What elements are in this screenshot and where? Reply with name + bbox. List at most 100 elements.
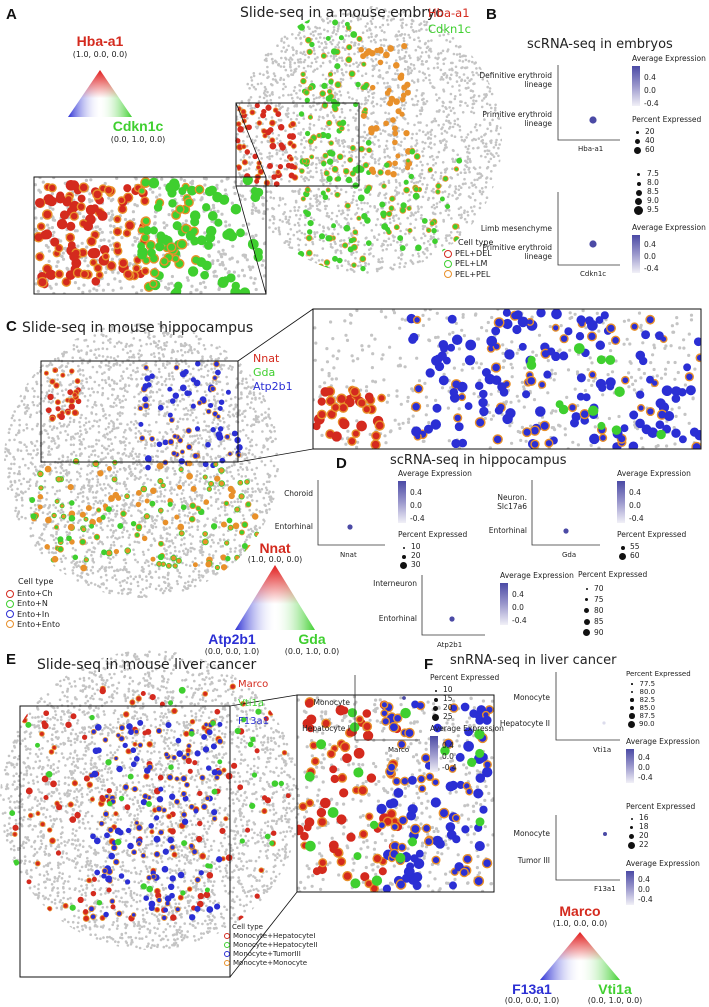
tri-f-left-name: F13a1 xyxy=(512,981,552,997)
panel-c-title: Slide-seq in mouse hippocampus xyxy=(22,320,254,336)
b2-row-1: Limb mesenchyme xyxy=(480,224,552,233)
d3-pct-2: 75 xyxy=(594,595,604,604)
b1-colorbar xyxy=(632,66,640,106)
d2-colorbar xyxy=(617,481,625,523)
f2-colorbar xyxy=(626,749,634,783)
embryo-tissue-map xyxy=(34,6,502,294)
legend-ring-icon xyxy=(224,960,230,967)
b1-gene: Hba-a1 xyxy=(578,145,604,153)
size-dot-icon xyxy=(635,189,642,196)
f1-row-2: Hepatocyte I xyxy=(302,724,350,733)
d3-avg-ticks: 0.4 0.0 -0.4 xyxy=(512,588,527,627)
size-dot-icon xyxy=(634,147,641,154)
f3-gene: F13a1 xyxy=(594,885,616,893)
f1-gene: Marco xyxy=(388,746,410,754)
panel-b-title: scRNA-seq in embryos xyxy=(527,37,673,52)
legend-ring-icon xyxy=(224,942,230,949)
legend-a-item-2: PEL+LM xyxy=(455,259,488,269)
legend-e-item-1: Monocyte+HepatocyteI xyxy=(233,932,316,941)
panel-a-gene-1: Hba-a1 xyxy=(428,6,470,20)
dot-vti1a-hepatocyte xyxy=(602,721,606,725)
d3-tick-1: 0.4 xyxy=(512,590,524,599)
f1-pct-title: Percent Expressed xyxy=(430,673,500,682)
size-dot-icon xyxy=(628,842,635,849)
d3-tick-3: -0.4 xyxy=(512,616,527,625)
panel-c-gene-2: Gda xyxy=(253,366,276,379)
f2-avg-ticks: 0.4 0.0 -0.4 xyxy=(638,753,653,783)
d2-row-2: Entorhinal xyxy=(488,526,527,535)
b2-pct-4: 9.0 xyxy=(647,196,659,206)
d1-pct-3: 30 xyxy=(411,560,421,570)
d2-row-1: Neuron. Slc17a6 xyxy=(467,493,527,511)
b2-pct-1: 7.5 xyxy=(647,169,659,179)
f3-avg-title: Average Expression xyxy=(626,859,700,868)
f1-tick-2: 0.0 xyxy=(442,752,454,761)
f2-row-1: Monocyte xyxy=(513,693,550,702)
f3-pct-1: 16 xyxy=(639,813,649,823)
f2-pct-5: 87.5 xyxy=(639,711,656,720)
b1-avg-title: Average Expression xyxy=(632,54,706,63)
f1-tick-1: 0.4 xyxy=(442,741,454,750)
dot-marco-monocyte xyxy=(402,696,406,700)
legend-ring-icon xyxy=(224,933,230,940)
b1-tick-3: -0.4 xyxy=(644,99,659,108)
b2-pct-3: 8.5 xyxy=(647,187,659,197)
f3-colorbar xyxy=(626,871,634,905)
panel-label-f: F xyxy=(424,656,434,673)
size-dot-icon xyxy=(630,690,633,694)
d2-tick-3: -0.4 xyxy=(629,514,644,523)
legend-e-item-2: Monocyte+HepatocyteII xyxy=(233,941,318,950)
d2-row-1-text: Neuron. Slc17a6 xyxy=(497,493,527,511)
color-triangle-F xyxy=(540,932,620,980)
legend-e-item-4: Monocyte+Monocyte xyxy=(233,959,308,968)
dot-atp2b1-entorhinal xyxy=(449,616,455,622)
legend-a-item-1: PEL+DEL xyxy=(455,249,492,259)
tri-c-top-name: Nnat xyxy=(259,540,291,556)
b1-row-1: Definitive erythroid lineage xyxy=(479,71,552,89)
panel-label-a: A xyxy=(6,6,17,23)
d1-colorbar xyxy=(398,481,406,523)
color-triangle-C xyxy=(235,565,315,630)
size-dot-icon xyxy=(585,598,588,601)
legend-ring-icon xyxy=(444,249,452,258)
d3-row-2: Entorhinal xyxy=(378,614,417,623)
panel-e-gene-1: Marco xyxy=(238,679,269,690)
d1-tick-1: 0.4 xyxy=(410,488,422,497)
f2-avg-title: Average Expression xyxy=(626,737,700,746)
panel-d-title: scRNA-seq in hippocampus xyxy=(390,453,567,468)
f3-avg-ticks: 0.4 0.0 -0.4 xyxy=(638,875,653,905)
d1-avg-ticks: 0.4 0.0 -0.4 xyxy=(410,486,425,525)
panel-a-gene-2: Cdkn1c xyxy=(428,22,471,36)
b2-gene: Cdkn1c xyxy=(580,270,607,278)
tri-f-top-name: Marco xyxy=(559,903,601,919)
f2-pct-legend: 77.5 80.0 82.5 85.0 87.5 90.0 xyxy=(628,680,655,728)
d3-pct-3: 80 xyxy=(594,606,604,615)
legend-ring-icon xyxy=(6,620,14,629)
d1-pct-1: 10 xyxy=(411,542,421,552)
b1-pct-title: Percent Expressed xyxy=(632,115,702,124)
legend-a-title: Cell type xyxy=(458,238,494,247)
tri-f-right-coord: (0.0, 1.0, 0.0) xyxy=(587,996,643,1005)
d1-avg-title: Average Expression xyxy=(398,469,472,478)
d3-row-1: Interneuron xyxy=(373,579,417,588)
f3-tick-1: 0.4 xyxy=(638,875,650,884)
f3-tick-3: -0.4 xyxy=(638,895,653,904)
size-dot-icon xyxy=(433,697,438,702)
panel-e-gene-2: Vti1a xyxy=(238,698,265,709)
panel-a-title: Slide-seq in a mouse embryo xyxy=(240,5,444,21)
d1-pct-legend: 10 20 30 xyxy=(400,543,421,570)
d3-pct-5: 90 xyxy=(594,628,604,637)
b1-pct-1: 20 xyxy=(645,127,655,137)
f1-pct-4: 25 xyxy=(443,712,453,722)
b1-row-2: Primitive erythroid lineage xyxy=(482,110,552,128)
size-dot-icon xyxy=(402,546,405,549)
size-dot-icon xyxy=(433,706,438,711)
b2-pct-legend: 7.5 8.0 8.5 9.0 9.5 xyxy=(634,170,659,215)
b2-pct-2: 8.0 xyxy=(647,178,659,188)
size-dot-icon xyxy=(400,562,407,569)
f3-pct-2: 18 xyxy=(639,822,649,832)
b1-pct-3: 60 xyxy=(645,145,655,155)
d1-pct-title: Percent Expressed xyxy=(398,530,468,539)
b1-tick-1: 0.4 xyxy=(644,73,656,82)
